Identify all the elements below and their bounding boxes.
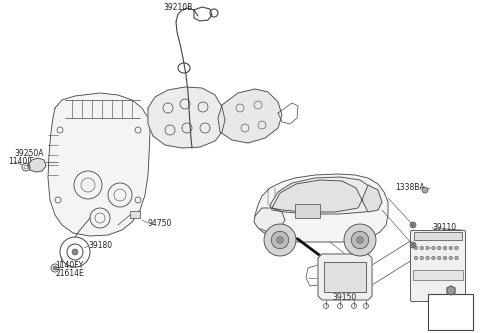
Circle shape xyxy=(414,256,418,260)
Text: 39110: 39110 xyxy=(432,223,456,232)
Text: 94750: 94750 xyxy=(148,218,172,227)
Polygon shape xyxy=(362,185,382,212)
Circle shape xyxy=(344,224,376,256)
Circle shape xyxy=(410,222,416,228)
Polygon shape xyxy=(218,89,282,143)
Circle shape xyxy=(420,256,424,260)
Bar xyxy=(130,211,140,218)
Circle shape xyxy=(72,249,78,255)
Circle shape xyxy=(432,256,435,260)
Circle shape xyxy=(410,242,416,248)
Polygon shape xyxy=(324,262,366,292)
Circle shape xyxy=(443,246,447,250)
Text: 1338BA: 1338BA xyxy=(310,190,340,199)
Circle shape xyxy=(414,246,418,250)
Text: 1140FY: 1140FY xyxy=(55,260,83,269)
Text: 86577: 86577 xyxy=(310,199,334,208)
Text: 1125AD: 1125AD xyxy=(432,271,462,280)
Polygon shape xyxy=(28,158,46,172)
Circle shape xyxy=(455,256,458,260)
Polygon shape xyxy=(318,254,372,300)
Circle shape xyxy=(277,237,283,243)
Circle shape xyxy=(426,246,430,250)
Circle shape xyxy=(357,237,363,243)
Text: 39180: 39180 xyxy=(88,241,112,250)
Circle shape xyxy=(351,231,369,249)
Circle shape xyxy=(432,246,435,250)
Text: 1338BA: 1338BA xyxy=(395,183,425,192)
Circle shape xyxy=(426,256,430,260)
Polygon shape xyxy=(254,208,285,232)
Circle shape xyxy=(437,246,441,250)
Text: 1140JF: 1140JF xyxy=(8,158,34,166)
Circle shape xyxy=(271,231,289,249)
Polygon shape xyxy=(270,177,378,214)
Circle shape xyxy=(411,243,415,246)
Polygon shape xyxy=(148,87,225,148)
Text: 21614E: 21614E xyxy=(55,268,84,277)
Circle shape xyxy=(411,223,415,226)
Circle shape xyxy=(420,246,424,250)
Circle shape xyxy=(437,256,441,260)
Bar xyxy=(295,204,320,218)
Circle shape xyxy=(449,256,453,260)
FancyBboxPatch shape xyxy=(428,294,473,330)
Bar xyxy=(414,232,462,240)
Polygon shape xyxy=(255,174,388,242)
Bar xyxy=(413,270,463,280)
Text: 39210B: 39210B xyxy=(163,4,192,13)
Circle shape xyxy=(264,224,296,256)
Circle shape xyxy=(53,266,57,270)
Circle shape xyxy=(422,187,428,193)
Circle shape xyxy=(449,246,453,250)
Circle shape xyxy=(443,256,447,260)
Circle shape xyxy=(455,246,458,250)
Polygon shape xyxy=(272,180,362,212)
FancyBboxPatch shape xyxy=(410,230,466,301)
Polygon shape xyxy=(447,286,455,295)
Polygon shape xyxy=(48,93,150,236)
Text: 39150: 39150 xyxy=(332,292,356,301)
Text: 39250A: 39250A xyxy=(14,149,44,158)
